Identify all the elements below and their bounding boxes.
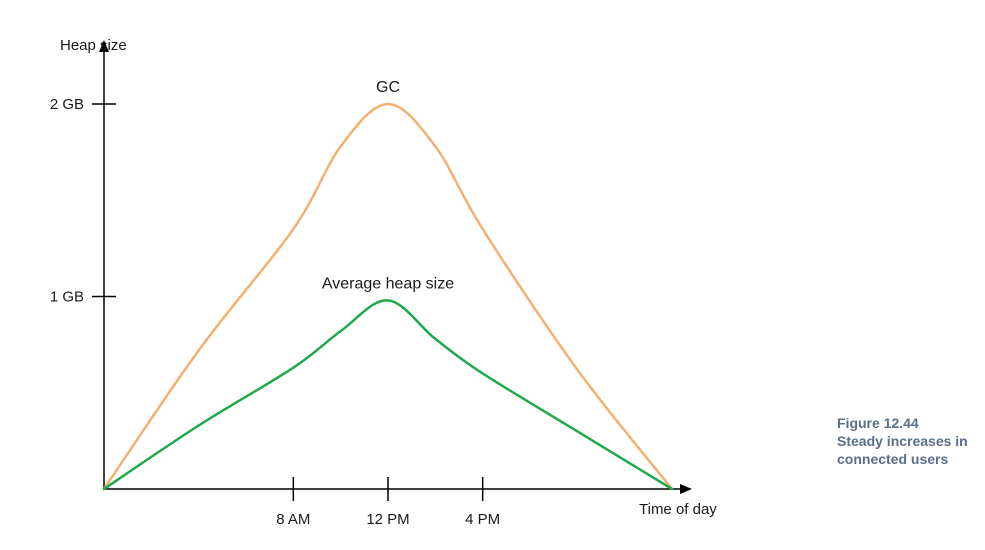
caption-line-3: connected users bbox=[837, 451, 949, 467]
y-tick-label: 1 GB bbox=[50, 289, 84, 306]
x-tick-label: 8 AM bbox=[276, 511, 310, 528]
x-axis-label: Time of day bbox=[639, 501, 717, 518]
y-tick-label: 2 GB bbox=[50, 96, 84, 113]
x-axis-arrow bbox=[680, 484, 692, 494]
series-label: GC bbox=[376, 79, 400, 96]
caption-figure-number: Figure 12.44 bbox=[837, 415, 919, 431]
caption-line-2: Steady increases in bbox=[837, 433, 968, 449]
series-line-gc bbox=[102, 102, 674, 491]
y-axis-arrow bbox=[99, 40, 109, 52]
series-labels-layer: GC Average heap size bbox=[322, 79, 454, 292]
x-tick-label: 12 PM bbox=[366, 511, 409, 528]
x-tick-label: 4 PM bbox=[465, 511, 500, 528]
y-axis-label: Heap size bbox=[60, 37, 127, 54]
series-label: Average heap size bbox=[322, 275, 454, 292]
series-layer bbox=[102, 102, 674, 491]
figure-caption: Figure 12.44 Steady increases in connect… bbox=[837, 414, 985, 468]
ticks-layer: 1 GB 2 GB 8 AM 12 PM 4 PM bbox=[50, 96, 500, 528]
series-line-average-heap-size bbox=[102, 299, 674, 491]
